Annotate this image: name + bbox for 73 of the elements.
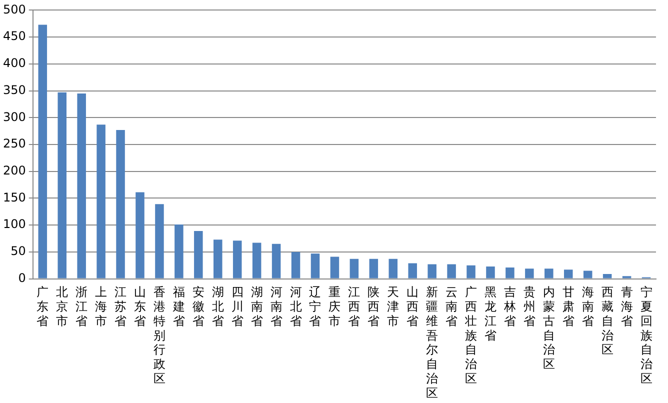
- y-tick-label: 50: [10, 244, 26, 258]
- x-tick-label: 天津市: [387, 285, 400, 328]
- x-tick-label: 北京市: [56, 285, 68, 328]
- bar: [252, 242, 262, 278]
- x-tick-label: 黑龙江省: [484, 285, 496, 342]
- x-tick-label: 新疆维吾尔自治区: [426, 285, 438, 400]
- x-tick-label: 吉林省: [502, 285, 516, 328]
- bar: [38, 24, 48, 278]
- x-tick-label: 上海市: [95, 285, 108, 328]
- y-tick-label: 350: [3, 82, 26, 97]
- bar: [214, 240, 222, 278]
- bar: [194, 230, 203, 278]
- x-tick-label: 辽宁省: [309, 285, 322, 328]
- x-tick-label: 甘肃省: [562, 285, 574, 328]
- bar: [506, 268, 514, 278]
- x-tick-label: 湖北省: [212, 285, 224, 328]
- bar: [428, 264, 436, 278]
- x-tick-label: 山东省: [134, 285, 146, 328]
- x-tick-label: 陕西省: [368, 285, 380, 328]
- bar: [310, 254, 320, 278]
- x-tick-label: 湖南省: [250, 285, 263, 328]
- bar: [525, 268, 534, 278]
- bar: [602, 274, 612, 278]
- x-tick-label: 安徽省: [192, 285, 204, 328]
- bar: [486, 266, 495, 278]
- y-tick-label: 250: [3, 136, 26, 151]
- bar: [174, 224, 184, 278]
- bar: [116, 130, 125, 278]
- bar: [330, 256, 340, 278]
- x-tick-label: 贵州省: [523, 285, 536, 328]
- bar: [564, 270, 573, 278]
- x-tick-label: 内蒙古自治区: [542, 285, 555, 372]
- x-tick-label: 青海省: [620, 285, 633, 328]
- bar: [272, 244, 281, 278]
- x-tick-label: 重庆市: [328, 285, 341, 328]
- y-tick-label: 100: [3, 217, 26, 232]
- x-tick-label: 河南省: [270, 285, 282, 328]
- x-tick-label: 云南省: [446, 285, 458, 328]
- y-tick-label: 150: [3, 190, 26, 204]
- x-tick-label: 四川省: [231, 285, 244, 328]
- x-tick-label: 宁夏回族自治区: [640, 285, 652, 386]
- x-tick-label: 广西壮族自治区: [464, 285, 478, 386]
- bar: [232, 240, 242, 278]
- x-tick-label: 福建省: [172, 285, 185, 328]
- bar: [58, 92, 66, 278]
- bar: [408, 263, 417, 278]
- bar: [369, 258, 378, 278]
- bar: [388, 258, 398, 278]
- x-tick-label: 江苏省: [114, 285, 127, 328]
- x-tick-label: 香港特别行政区: [153, 285, 166, 386]
- bar: [291, 252, 300, 278]
- bar: [466, 265, 476, 278]
- y-tick-label: 400: [3, 56, 26, 70]
- x-tick-label: 广东省: [36, 285, 49, 328]
- y-tick-label: 300: [3, 110, 26, 124]
- bar: [155, 204, 164, 278]
- bar: [350, 258, 359, 278]
- x-tick-label: 浙江省: [76, 285, 88, 328]
- x-tick-label: 河北省: [290, 285, 302, 328]
- bar: [77, 93, 86, 278]
- bar: [447, 264, 456, 278]
- x-tick-label: 山西省: [406, 285, 419, 328]
- bar: [136, 192, 144, 278]
- bar: [96, 124, 106, 278]
- x-tick-label: 西藏自治区: [601, 285, 614, 357]
- y-tick-label: 0: [18, 270, 26, 285]
- bar: [583, 270, 592, 278]
- x-tick-label: 江西省: [348, 285, 360, 328]
- bar: [544, 268, 554, 278]
- y-tick-label: 450: [3, 29, 26, 44]
- x-tick-label: 海南省: [582, 285, 594, 328]
- y-tick-label: 200: [3, 163, 26, 178]
- y-tick-label: 500: [3, 2, 26, 16]
